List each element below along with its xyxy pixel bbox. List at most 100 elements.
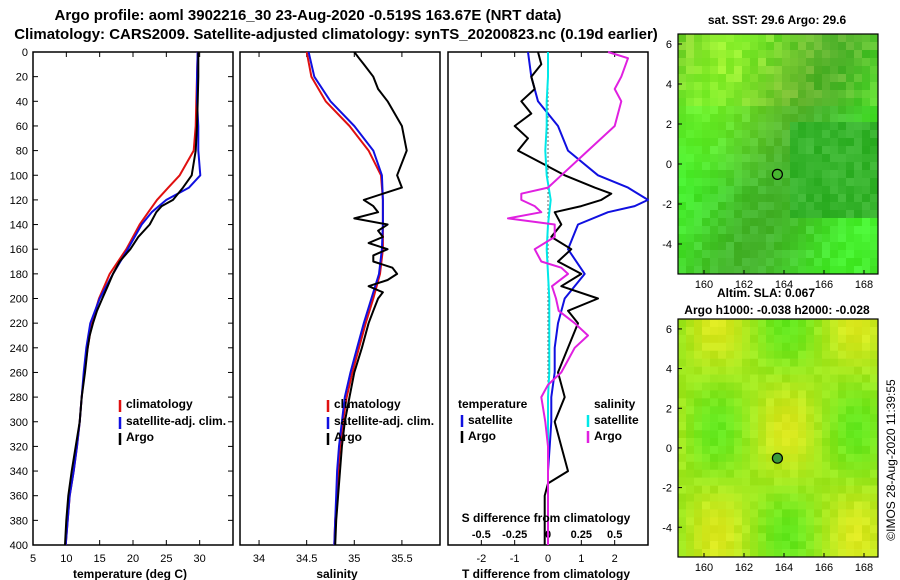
map-cell — [870, 34, 879, 43]
map-cell — [750, 146, 759, 155]
map-cell — [814, 382, 823, 391]
map-cell — [798, 445, 807, 455]
map-cell — [846, 493, 855, 502]
map-cell — [702, 50, 711, 59]
map-cell — [838, 461, 847, 471]
map-cell — [750, 326, 759, 336]
map-cell — [814, 374, 823, 383]
map-cell — [766, 50, 775, 59]
map-cell — [782, 374, 791, 383]
map-cell — [686, 162, 695, 171]
map-cell — [718, 218, 727, 227]
map-cell — [846, 218, 855, 227]
map-cell — [806, 334, 815, 344]
map-cell — [766, 146, 775, 155]
depth-tick-label: 160 — [10, 244, 28, 256]
map-cell — [726, 525, 735, 534]
map-cell — [734, 122, 743, 131]
map-cell — [782, 122, 791, 131]
map-cell — [686, 58, 695, 67]
map-cell — [814, 202, 823, 211]
map-cell — [726, 350, 735, 359]
map-cell — [838, 469, 847, 478]
map-cell — [798, 266, 807, 275]
map-cell — [806, 477, 815, 486]
map-cell — [822, 406, 831, 415]
map-cell — [806, 453, 815, 463]
map-cell — [734, 414, 743, 423]
depth-tick-label: 320 — [10, 441, 28, 453]
map-cell — [830, 34, 839, 43]
map-cell — [790, 319, 799, 328]
map-cell — [870, 509, 879, 518]
map-cell — [766, 130, 775, 139]
map-cell — [718, 350, 727, 359]
map-cell — [742, 382, 751, 391]
map-cell — [694, 382, 703, 391]
map-cell — [814, 226, 823, 235]
map-cell — [678, 34, 687, 43]
map-cell — [862, 242, 871, 251]
map-cell — [734, 162, 743, 171]
map-cell — [862, 493, 871, 502]
map-cell — [702, 250, 711, 259]
map-cell — [814, 234, 823, 243]
map-cell — [846, 226, 855, 235]
map-cell — [854, 50, 863, 59]
map-cell — [758, 517, 767, 526]
map-cell — [686, 178, 695, 187]
map-cell — [774, 398, 783, 407]
map-cell — [870, 461, 879, 471]
map-cell — [790, 358, 799, 367]
map-cell — [830, 438, 839, 447]
map-cell — [726, 533, 735, 542]
map-cell — [854, 170, 863, 179]
map-cell — [774, 146, 783, 155]
map-cell — [742, 422, 751, 431]
map-cell — [694, 194, 703, 203]
map-cell — [798, 398, 807, 407]
map-cell — [750, 493, 759, 502]
map-cell — [742, 66, 751, 75]
map-cell — [782, 390, 791, 399]
map-cell — [718, 469, 727, 478]
x-tick-label: -2 — [476, 553, 486, 565]
difference-bottom-axis-label: T difference from climatology — [462, 567, 630, 580]
map-cell — [862, 122, 871, 131]
map-cell — [854, 66, 863, 75]
map-cell — [750, 42, 759, 51]
map-cell — [686, 82, 695, 91]
map-cell — [742, 453, 751, 463]
map-cell — [790, 525, 799, 534]
map-cell — [718, 42, 727, 51]
map-cell — [830, 422, 839, 431]
map-cell — [830, 358, 839, 367]
map-cell — [814, 493, 823, 502]
map-cell — [774, 74, 783, 83]
map-cell — [702, 194, 711, 203]
map-cell — [854, 533, 863, 542]
map-cell — [838, 374, 847, 383]
map-cell — [726, 453, 735, 463]
map-cell — [678, 130, 687, 139]
map-cell — [758, 469, 767, 478]
map-cell — [694, 445, 703, 455]
sst-map-title: sat. SST: 29.6 Argo: 29.6 — [708, 13, 847, 27]
map-cell — [694, 226, 703, 235]
map-cell — [694, 66, 703, 75]
map-cell — [678, 326, 687, 336]
map-cell — [774, 266, 783, 275]
map-cell — [846, 501, 855, 510]
map-cell — [782, 202, 791, 211]
map-cell — [710, 66, 719, 75]
map-cell — [854, 342, 863, 352]
map-cell — [702, 358, 711, 367]
map-cell — [702, 406, 711, 415]
map-cell — [678, 374, 687, 383]
map-cell — [798, 326, 807, 336]
x-tick-label: 35.5 — [391, 553, 412, 565]
map-cell — [822, 114, 831, 123]
map-cell — [694, 453, 703, 463]
map-cell — [822, 42, 831, 51]
map-cell — [830, 374, 839, 383]
